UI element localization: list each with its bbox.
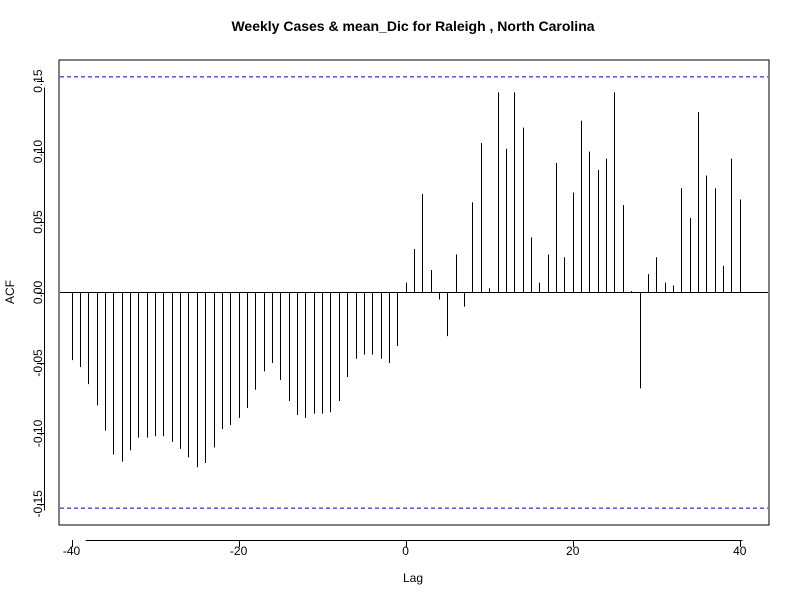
y-tick-label: -0.05	[31, 349, 45, 377]
chart-title: Weekly Cases & mean_Dic for Raleigh , No…	[231, 18, 594, 34]
acf-bars	[60, 76, 768, 509]
x-tick-label: -20	[230, 544, 248, 558]
y-tick-label: -0.10	[31, 419, 45, 447]
y-tick-label: -0.15	[31, 490, 45, 518]
x-tick-label: 0	[402, 544, 409, 558]
y-axis-label: ACF	[3, 280, 17, 304]
y-tick-label: 0.10	[31, 140, 45, 164]
x-tick-label: -40	[63, 544, 81, 558]
x-tick-label: 40	[733, 544, 747, 558]
x-axis: -40 -20 0 20 40	[63, 540, 747, 558]
x-axis-label: Lag	[403, 571, 423, 585]
y-axis: -0.15 -0.10 -0.05 0.00 0.05 0.10 0.15	[31, 69, 45, 518]
y-tick-label: 0.15	[31, 69, 45, 93]
y-tick-label: 0.05	[31, 210, 45, 234]
plot-area-frame	[58, 59, 770, 526]
x-tick-label: 20	[566, 544, 580, 558]
y-tick-label: 0.00	[31, 280, 45, 304]
